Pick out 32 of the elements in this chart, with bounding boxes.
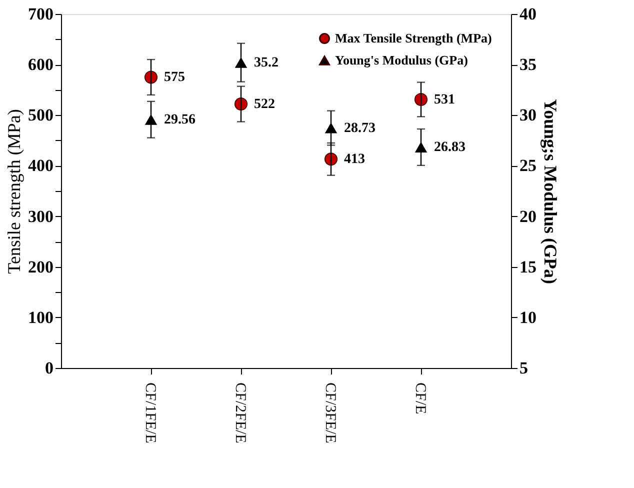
y-tick-label: 400 [28, 156, 54, 176]
data-label: 28.73 [344, 120, 376, 136]
data-label: 29.56 [164, 112, 196, 128]
data-label: 522 [254, 97, 275, 112]
y2-tick-label: 10 [520, 308, 536, 327]
x-tick-label: CF/1FE/E [142, 382, 158, 444]
y2-tick-label: 25 [520, 156, 536, 176]
data-label: 26.83 [434, 140, 466, 156]
y-tick-label: 0 [45, 358, 54, 378]
y-axis-title: Tensile strength (MPa) [4, 109, 24, 274]
y-tick-label: 300 [28, 206, 54, 226]
y-tick-label: 500 [28, 106, 54, 125]
x-tick-label: CF/3FE/E [322, 382, 338, 444]
y2-tick-label: 35 [520, 55, 536, 74]
y2-tick-label: 20 [520, 206, 536, 226]
data-label: 413 [344, 152, 365, 168]
data-label: 531 [434, 92, 455, 108]
y-tick-label: 700 [28, 4, 54, 24]
legend-label: Young's Modulus (GPa) [335, 52, 468, 68]
y-tick-label: 600 [28, 55, 54, 74]
x-tick-label: CF/E [412, 382, 428, 414]
x-tick-label: CF/2FE/E [232, 382, 248, 444]
data-label: 35.2 [254, 56, 278, 71]
legend-label: Max Tensile Strength (MPa) [335, 30, 492, 46]
y2-axis-title: Young;s Modulus (GPa) [540, 98, 560, 284]
y-tick-label: 100 [28, 308, 54, 327]
y2-tick-label: 40 [520, 4, 536, 24]
y2-tick-label: 5 [520, 358, 528, 378]
data-label: 575 [164, 70, 185, 86]
y-tick-label: 200 [28, 257, 54, 276]
y2-tick-label: 30 [520, 106, 536, 125]
y2-tick-label: 15 [520, 257, 536, 276]
